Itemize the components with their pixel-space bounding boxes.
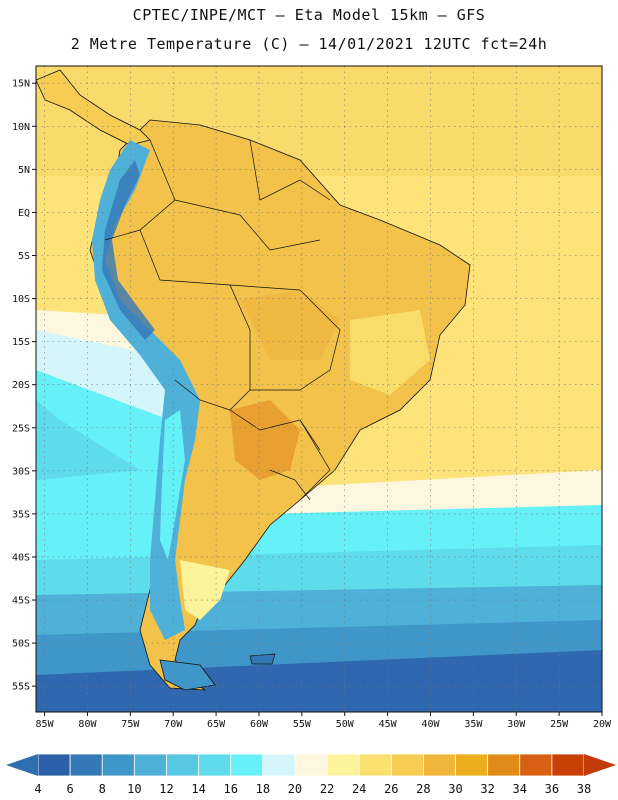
colorbar-label: 18 <box>256 782 270 796</box>
lat-tick-label: 10N <box>12 122 30 133</box>
tierra-del-fuego <box>159 659 216 691</box>
lat-tick-label: 40S <box>12 552 30 563</box>
lat-tick-label: 15N <box>12 79 30 90</box>
colorbar-cell <box>69 753 103 777</box>
latitude-labels: 15N 10N 5N EQ 5S 10S 15S 20S 25S 30S 35S 40S 45S 50S 5… <box>12 79 36 693</box>
lon-tick-label: 55W <box>293 719 312 730</box>
colorbar-cell <box>198 753 232 777</box>
andes-cold-core <box>102 160 155 340</box>
colorbar-cell <box>262 753 296 777</box>
ocean-band-16-west <box>36 400 140 480</box>
colorbar-label: 8 <box>99 782 106 796</box>
andes-mid-strip <box>160 410 185 560</box>
colorbar-label: 20 <box>288 782 302 796</box>
colorbar-under-arrow <box>6 754 38 776</box>
colorbar-labels: 4 6 8 10 12 14 16 18 20 22 24 26 28 30 32 34 36 38 <box>34 782 591 796</box>
lon-tick-label: 65W <box>207 719 226 730</box>
colorbar-cell <box>326 753 360 777</box>
lon-tick-label: 20W <box>593 719 612 730</box>
lat-tick-label: 30S <box>12 466 30 477</box>
colorbar: 4 6 8 10 12 14 16 18 20 22 24 26 28 30 32 34 36 38 <box>6 753 616 796</box>
colorbar-label: 26 <box>384 782 398 796</box>
lon-tick-label: 75W <box>121 719 140 730</box>
colorbar-label: 38 <box>577 782 591 796</box>
colorbar-over-arrow <box>584 754 616 776</box>
colorbar-label: 10 <box>127 782 141 796</box>
falkland-islands <box>249 653 276 665</box>
lon-tick-label: 85W <box>36 719 55 730</box>
colorbar-cell <box>230 753 264 777</box>
lon-tick-label: 30W <box>507 719 526 730</box>
colorbar-label: 14 <box>191 782 205 796</box>
colorbar-cell <box>519 753 553 777</box>
colorbar-cell <box>101 753 135 777</box>
ocean-band-6-south <box>36 650 602 712</box>
lon-tick-label: 25W <box>550 719 569 730</box>
country-borders <box>104 139 341 501</box>
warm-core-paraguay <box>230 400 300 480</box>
lat-tick-label: 10S <box>12 294 30 305</box>
lat-tick-label: 45S <box>12 596 30 607</box>
colorbar-cell <box>294 753 328 777</box>
colorbar-label: 16 <box>223 782 237 796</box>
longitude-labels: 85W 80W 75W 70W 65W 60W 55W 50W 45W 40W 35W 30W 25W 2… <box>36 712 612 730</box>
colorbar-label: 34 <box>513 782 527 796</box>
colorbar-label: 24 <box>352 782 366 796</box>
lat-tick-label: 20S <box>12 380 30 391</box>
cooler-highlands-brazil <box>350 310 430 395</box>
colorbar-label: 36 <box>545 782 559 796</box>
map-field <box>36 66 602 712</box>
lat-tick-label: 15S <box>12 337 30 348</box>
colorbar-cell <box>133 753 167 777</box>
map-frame <box>35 65 603 713</box>
colorbar-label: 28 <box>416 782 430 796</box>
patagonia-cool <box>180 560 230 620</box>
graticule <box>36 66 603 712</box>
colorbar-label: 22 <box>320 782 334 796</box>
colorbar-cell <box>37 753 71 777</box>
colorbar-label: 12 <box>159 782 173 796</box>
colorbar-cell <box>390 753 424 777</box>
title-line-2: 2 Metre Temperature (C) – 14/01/2021 12U… <box>70 35 548 53</box>
colorbar-cells <box>37 753 585 777</box>
lon-tick-label: 50W <box>336 719 355 730</box>
lat-tick-label: 55S <box>12 682 30 693</box>
colorbar-cell <box>551 753 585 777</box>
colorbar-cell <box>358 753 392 777</box>
lat-tick-label: EQ <box>18 208 30 219</box>
colorbar-label: 32 <box>480 782 494 796</box>
temperature-map: 85W 80W 75W 70W 65W 60W 55W 50W 45W 40W 35W 30W 25W 2… <box>12 65 612 730</box>
lon-tick-label: 45W <box>379 719 398 730</box>
lat-tick-label: 25S <box>12 423 30 434</box>
title-line-1: CPTEC/INPE/MCT – Eta Model 15km – GFS <box>132 6 486 24</box>
lon-tick-label: 60W <box>250 719 269 730</box>
colorbar-label: 4 <box>34 782 41 796</box>
colorbar-cell <box>166 753 199 777</box>
colorbar-cell <box>455 753 489 777</box>
lon-tick-label: 70W <box>164 719 183 730</box>
lon-tick-label: 35W <box>464 719 483 730</box>
lat-tick-label: 35S <box>12 509 30 520</box>
warm-core-interior <box>240 290 340 360</box>
colorbar-cell <box>423 753 456 777</box>
lat-tick-label: 50S <box>12 639 30 650</box>
lat-tick-label: 5N <box>18 165 30 176</box>
lat-tick-label: 5S <box>18 251 30 262</box>
colorbar-label: 30 <box>448 782 462 796</box>
lon-tick-label: 80W <box>78 719 97 730</box>
lon-tick-label: 40W <box>421 719 440 730</box>
colorbar-cell <box>487 753 521 777</box>
colorbar-label: 6 <box>67 782 74 796</box>
